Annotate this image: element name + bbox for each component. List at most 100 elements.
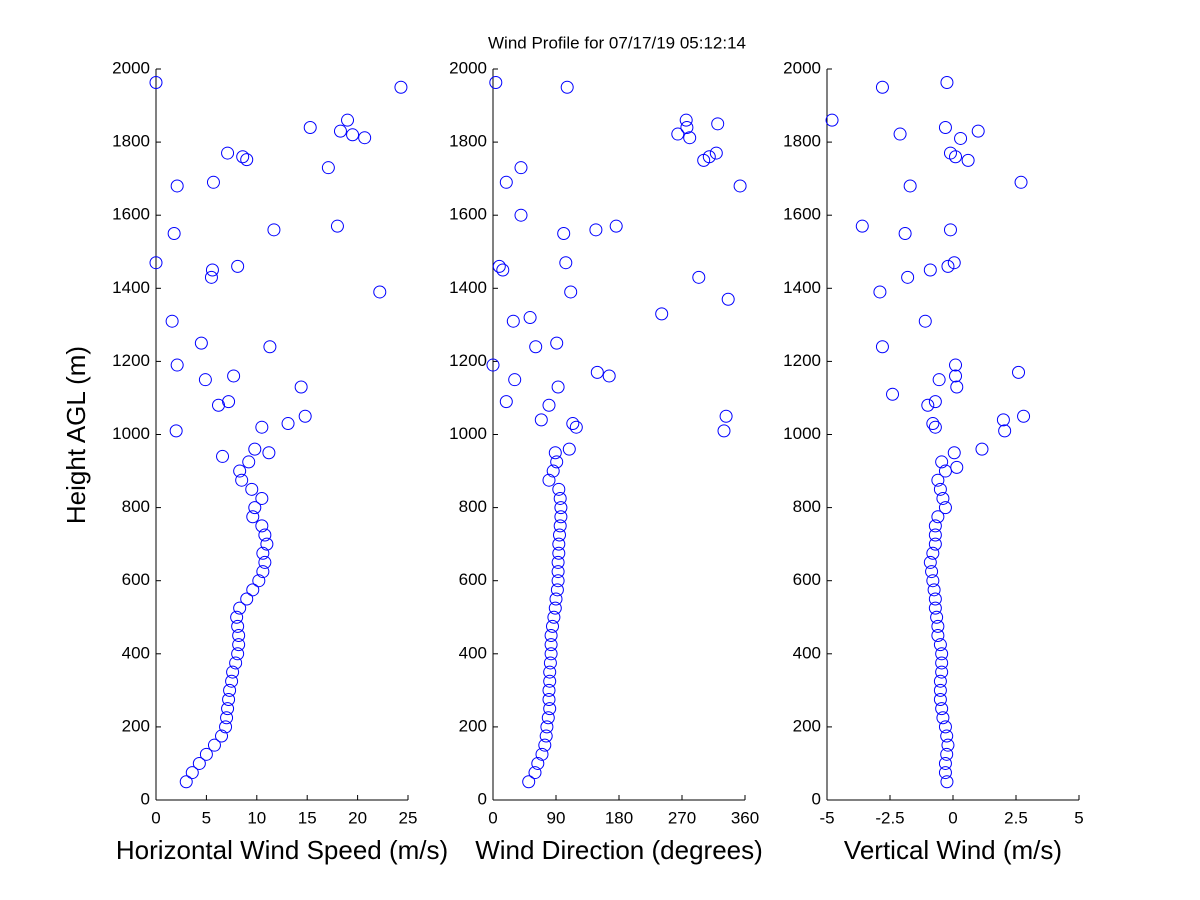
point xyxy=(546,464,560,478)
point xyxy=(255,420,269,434)
point xyxy=(855,219,869,233)
point xyxy=(936,491,950,505)
point xyxy=(321,161,335,175)
point xyxy=(566,417,580,431)
y-tick-label: 2000 xyxy=(449,58,487,77)
point xyxy=(928,528,942,542)
point xyxy=(683,131,697,145)
point xyxy=(551,565,565,579)
x-tick-label: 25 xyxy=(399,808,418,827)
y-tick-label: 600 xyxy=(793,570,821,589)
point xyxy=(548,446,562,460)
point xyxy=(236,150,250,164)
point xyxy=(551,380,565,394)
point xyxy=(950,380,964,394)
y-tick-label: 1600 xyxy=(112,205,150,224)
point xyxy=(542,683,556,697)
point xyxy=(873,285,887,299)
point xyxy=(925,565,939,579)
point xyxy=(235,473,249,487)
figure-title: Wind Profile for 07/17/19 05:12:14 xyxy=(488,33,746,52)
point xyxy=(935,455,949,469)
y-tick-label: 2000 xyxy=(112,58,150,77)
point xyxy=(543,665,557,679)
point xyxy=(346,128,360,142)
point xyxy=(531,756,545,770)
x-tick-label: 0 xyxy=(948,808,957,827)
point xyxy=(333,124,347,138)
point xyxy=(233,464,247,478)
point xyxy=(923,263,937,277)
point xyxy=(928,537,942,551)
point xyxy=(220,711,234,725)
point xyxy=(940,775,954,789)
y-tick-label: 1200 xyxy=(112,351,150,370)
point xyxy=(940,76,954,90)
x-tick-label: 180 xyxy=(605,808,633,827)
point xyxy=(489,76,503,90)
point xyxy=(975,442,989,456)
x-tick-label: 0 xyxy=(151,808,160,827)
point xyxy=(245,482,259,496)
point xyxy=(551,555,565,569)
point xyxy=(542,692,556,706)
point xyxy=(609,219,623,233)
point xyxy=(544,638,558,652)
point xyxy=(938,501,952,515)
point xyxy=(229,656,243,670)
point xyxy=(692,270,706,284)
point xyxy=(938,756,952,770)
point xyxy=(540,720,554,734)
point xyxy=(226,665,240,679)
point xyxy=(927,583,941,597)
point xyxy=(679,113,693,127)
point xyxy=(492,259,506,273)
point xyxy=(940,747,954,761)
point xyxy=(207,738,221,752)
point xyxy=(933,683,947,697)
y-tick-label: 1800 xyxy=(783,132,821,151)
point xyxy=(499,175,513,189)
y-tick-label: 600 xyxy=(122,570,150,589)
point xyxy=(232,638,246,652)
point xyxy=(721,292,735,306)
point xyxy=(255,519,269,533)
point xyxy=(544,647,558,661)
point xyxy=(931,473,945,487)
point xyxy=(931,619,945,633)
point xyxy=(149,76,163,90)
point xyxy=(930,610,944,624)
point xyxy=(949,150,963,164)
point xyxy=(541,711,555,725)
point xyxy=(522,775,536,789)
point xyxy=(926,417,940,431)
point xyxy=(933,674,947,688)
point xyxy=(222,395,236,409)
point xyxy=(589,223,603,237)
point xyxy=(559,256,573,270)
x-tick-label: 360 xyxy=(731,808,759,827)
x-tick-label: 15 xyxy=(298,808,317,827)
y-tick-label: 200 xyxy=(793,716,821,735)
point xyxy=(514,208,528,222)
y-tick-label: 400 xyxy=(459,643,487,662)
point xyxy=(231,647,245,661)
point xyxy=(550,583,564,597)
point xyxy=(230,610,244,624)
point xyxy=(170,179,184,193)
y-tick-label: 1400 xyxy=(783,278,821,297)
point xyxy=(903,179,917,193)
point xyxy=(248,442,262,456)
point xyxy=(256,565,270,579)
point xyxy=(149,256,163,270)
x-tick-label: -2.5 xyxy=(875,808,904,827)
point xyxy=(222,692,236,706)
point xyxy=(938,120,952,134)
point xyxy=(875,340,889,354)
point xyxy=(358,131,372,145)
y-tick-label: 800 xyxy=(459,497,487,516)
point xyxy=(921,398,935,412)
point xyxy=(523,311,537,325)
point xyxy=(216,449,230,463)
